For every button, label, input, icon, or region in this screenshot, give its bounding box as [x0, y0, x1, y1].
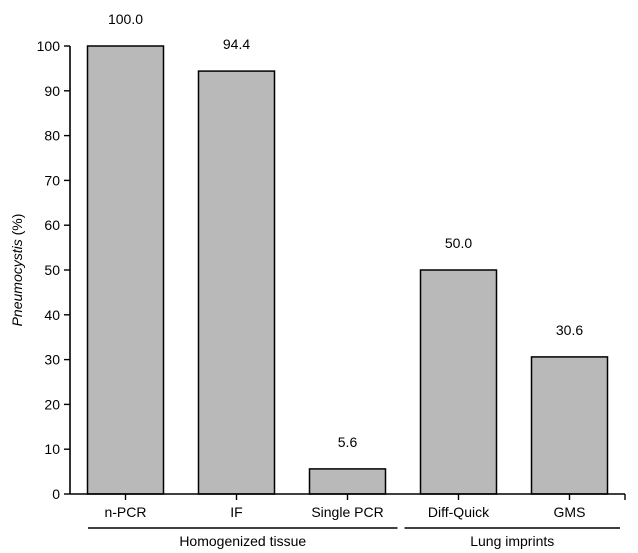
bar-single-pcr: [308, 468, 387, 495]
group-label: Homogenized tissue: [179, 533, 306, 549]
y-tick-label: 90: [44, 83, 60, 99]
x-axis: n-PCR IF Single PCR Diff-Quick GMS: [70, 493, 626, 520]
data-label: 94.4: [223, 36, 250, 52]
y-tick-label: 60: [44, 217, 60, 233]
x-tick-label: GMS: [554, 504, 586, 520]
y-axis-title-unit: (%): [9, 214, 25, 240]
y-axis-title-italic: Pneumocystis: [9, 239, 25, 326]
category-groups: Homogenized tissue Lung imprints: [88, 527, 620, 549]
x-tick-label: n-PCR: [104, 504, 146, 520]
y-tick-label: 50: [44, 262, 60, 278]
y-tick-label: 30: [44, 352, 60, 368]
y-tick-label: 100: [37, 38, 61, 54]
bar-n-pcr: [86, 45, 165, 495]
bar-gms: [530, 356, 609, 495]
y-tick-label: 20: [44, 396, 60, 412]
y-tick-label: 80: [44, 128, 60, 144]
bar-if: [197, 70, 276, 495]
y-tick-label: 0: [52, 486, 60, 502]
x-tick-label: IF: [230, 504, 242, 520]
y-axis-title: Pneumocystis (%): [9, 214, 25, 327]
data-label: 100.0: [108, 11, 143, 27]
y-tick-label: 40: [44, 307, 60, 323]
group-label: Lung imprints: [470, 533, 554, 549]
x-tick-label: Diff-Quick: [428, 504, 490, 520]
data-label: 50.0: [445, 235, 472, 251]
y-tick-label: 10: [44, 441, 60, 457]
x-tick-label: Single PCR: [311, 504, 383, 520]
bar-diff-quick: [419, 269, 498, 495]
y-axis: 0 10 20 30 40 50 60 70 80 90 100: [37, 38, 71, 502]
bars: 100.0 94.4 5.6 50.0 30.6: [86, 11, 609, 495]
y-tick-label: 70: [44, 172, 60, 188]
data-label: 30.6: [556, 322, 583, 338]
data-label: 5.6: [338, 434, 358, 450]
